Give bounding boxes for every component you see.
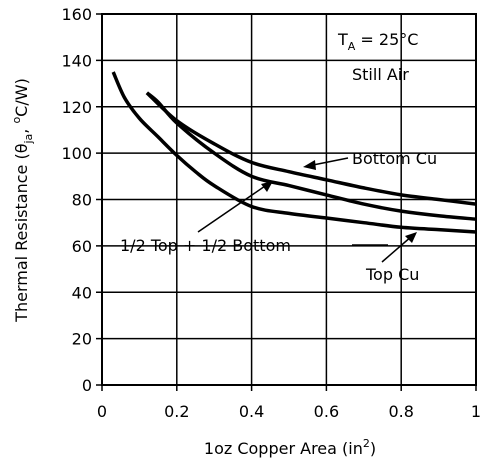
leader-line-half-top-half-bottom [197,183,269,233]
series-label-half-top-half-bottom: 1/2 Top + 1/2 Bottom [120,236,291,255]
series-label-bottom-cu: Bottom Cu [352,149,437,168]
still-air-label: Still Air [352,65,409,84]
x-tick-label: 0.4 [239,402,264,421]
series-label-group-bottom-cu: Bottom Cu [303,149,437,170]
y-tick-label: 80 [72,191,92,210]
series-lines [111,71,477,234]
y-tick-label: 60 [72,237,92,256]
series-line-half-top-half-bottom [145,91,477,221]
y-tick-label: 100 [61,144,92,163]
y-tick-label: 0 [82,376,92,395]
y-tick-label: 120 [61,98,92,117]
x-tick-label: 1 [471,402,480,421]
arrowhead-bottom-cu [303,160,316,170]
leader-line-top-cu [381,235,413,263]
y-tick-label: 160 [61,5,92,24]
y-tick-label: 40 [72,283,92,302]
y-axis-title: Thermal Resistance (θja, oC/W) [10,78,35,323]
series-label-group-half-top-half-bottom: 1/2 Top + 1/2 Bottom [120,181,388,255]
arrowhead-half-top-half-bottom [261,181,273,192]
series-line-top-cu [111,71,477,234]
series-label-top-cu: Top Cu [365,265,419,284]
x-tick-label: 0 [97,402,107,421]
ambient-temperature-label: TA = 25°C [337,30,418,53]
series-label-group-top-cu: Top Cu [365,232,419,284]
x-axis-title: 1oz Copper Area (in2) [204,437,376,458]
x-tick-label: 0.6 [314,402,339,421]
y-tick-label: 20 [72,330,92,349]
y-tick-label: 140 [61,51,92,70]
x-tick-label: 0.2 [164,402,189,421]
x-tick-label: 0.8 [388,402,413,421]
arrowhead-top-cu [405,232,417,243]
axis-ticks: 0 20 40 60 80 100 120 140 160 0 0.2 0.4 0.6 0.8 1 [61,5,480,421]
grid [102,14,476,385]
series-line-bottom-cu [145,91,477,206]
